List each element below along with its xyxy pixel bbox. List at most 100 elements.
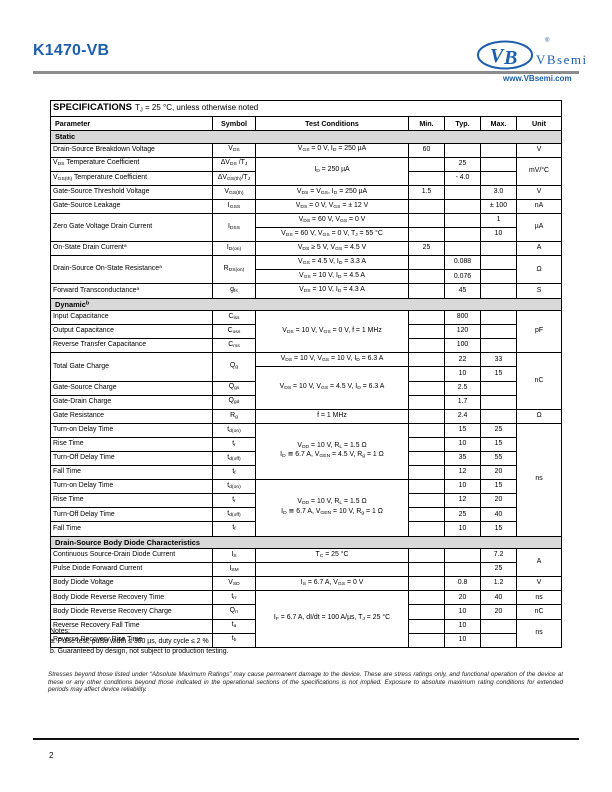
max-cell: 10: [480, 227, 517, 243]
param-cell: Gate-Source Charge: [50, 380, 213, 396]
table-title-row: SPECIFICATIONS TJ = 25 °C, unless otherwi…: [49, 100, 563, 117]
table-row: Body Diode Reverse Recovery Time trr IF …: [50, 590, 563, 648]
typ-cell: 2.5: [444, 380, 481, 396]
param-cell: Pulse Diode Forward Current: [50, 562, 213, 578]
symbol-cell: Qgs: [212, 380, 256, 396]
unit-cell: A: [515, 241, 563, 257]
brand-name: VBsemi: [536, 52, 588, 67]
typ-cell: 0.076: [444, 269, 481, 285]
table-row: Pulse Diode Forward Current ISM 25: [50, 562, 562, 578]
svg-text:V: V: [490, 45, 505, 67]
table-row: Drain-Source On-State Resistancea RDS(on…: [50, 255, 563, 285]
condition-cell: VGS = 10 V, ID = 4.5 A: [255, 269, 409, 285]
param-cell: VGS(th) Temperature Coefficient: [50, 170, 213, 186]
max-cell: 20: [480, 493, 517, 509]
max-cell: 40: [480, 507, 517, 523]
typ-cell: 10: [444, 479, 481, 495]
min-cell: [408, 618, 445, 634]
unit-cell: pF: [515, 310, 563, 354]
param-cell: Continuous Source-Drain Diode Current: [50, 548, 213, 564]
min-cell: [408, 170, 445, 186]
table-row: Total Gate Charge Qg VDS = 10 V, VGS = 1…: [50, 352, 563, 410]
vbsemi-logo-icon: V B: [477, 40, 533, 70]
min-cell: [408, 269, 445, 285]
unit-cell: nC: [515, 352, 563, 410]
table-row: Fall Time tf 10 15: [50, 521, 562, 537]
max-cell: 15: [480, 521, 517, 537]
min-cell: [408, 507, 445, 523]
max-cell: 7.2: [480, 548, 517, 564]
max-cell: [480, 324, 517, 340]
table-row: Output Capacitance Coss 120: [50, 324, 562, 340]
typ-cell: 25: [444, 507, 481, 523]
col-symbol: Symbol: [212, 116, 256, 131]
condition-cell: IF = 6.7 A, dI/dt = 100 A/µs, TJ = 25 °C: [255, 590, 409, 648]
section-title: Drain-Source Body Diode Characteristics: [49, 535, 563, 550]
max-cell: [480, 156, 517, 172]
typ-cell: [444, 548, 481, 564]
min-cell: [408, 632, 445, 648]
typ-cell: 1.7: [444, 394, 481, 410]
table-row: On-State Drain Currenta ID(on) VDS ≥ 5 V…: [50, 241, 563, 257]
typ-cell: 10: [444, 436, 481, 452]
symbol-cell: Ciss: [212, 310, 256, 326]
unit-cell: nA: [515, 198, 563, 214]
max-cell: 55: [480, 450, 517, 467]
condition-cell: VDS = 0 V, VGS = ± 12 V: [255, 198, 409, 214]
typ-cell: 45: [444, 283, 481, 299]
section-title: Static: [49, 130, 563, 144]
typ-cell: 12: [444, 493, 481, 509]
max-cell: 40: [480, 590, 517, 606]
symbol-cell: VGS(th): [212, 184, 256, 200]
table-row: Turn-on Delay Time td(on) VDD = 10 V, RL…: [50, 422, 563, 537]
typ-cell: [444, 227, 481, 243]
max-cell: 33: [480, 352, 517, 368]
param-cell: Fall Time: [50, 521, 213, 537]
max-cell: [480, 632, 517, 648]
section-title: Dynamicb: [49, 297, 563, 312]
param-cell: Rise Time: [50, 493, 213, 509]
unit-cell: ns: [515, 422, 563, 537]
max-cell: [480, 310, 517, 326]
param-cell: Input Capacitance: [50, 310, 213, 326]
max-cell: [480, 283, 517, 299]
table-row: Reverse Recovery Fall Time ta 10 ns: [50, 618, 563, 648]
max-cell: [480, 255, 517, 271]
typ-cell: [444, 198, 481, 214]
max-cell: [480, 618, 517, 634]
min-cell: [408, 310, 445, 326]
page-number: 2: [49, 751, 54, 760]
typ-cell: [444, 142, 481, 158]
table-row: VDS Temperature Coefficient ΔVDS /TJ ID …: [50, 156, 563, 186]
column-header-row: Parameter Symbol Test Conditions Min. Ty…: [50, 116, 563, 131]
min-cell: 25: [408, 241, 445, 257]
min-cell: [408, 255, 445, 271]
param-cell: Turn-Off Delay Time: [50, 450, 213, 467]
max-cell: [480, 394, 517, 410]
param-cell: Body Diode Reverse Recovery Charge: [50, 604, 213, 620]
param-cell: Fall Time: [50, 465, 213, 481]
param-cell: Reverse Recovery Fall Time: [50, 618, 213, 634]
typ-cell: 12: [444, 465, 481, 481]
min-cell: [408, 212, 445, 229]
symbol-cell: Qgd: [212, 394, 256, 410]
param-cell: Turn-on Delay Time: [50, 479, 213, 495]
table-row: Gate-Source Leakage IGSS VDS = 0 V, VGS …: [50, 198, 563, 214]
max-cell: 15: [480, 366, 517, 382]
max-cell: [480, 241, 517, 257]
symbol-cell: td(on): [212, 479, 256, 495]
typ-cell: 2.4: [444, 408, 481, 424]
param-cell: VDS Temperature Coefficient: [50, 156, 213, 172]
max-cell: [480, 170, 517, 186]
symbol-cell: gfs: [212, 283, 256, 299]
note-a: a. Pulse test; pulse width ≤ 300 µs, dut…: [50, 638, 209, 645]
symbol-cell: VDS: [212, 142, 256, 158]
symbol-cell: td(off): [212, 450, 256, 467]
website-link[interactable]: www.VBsemi.com: [503, 74, 572, 83]
typ-cell: [444, 562, 481, 578]
max-cell: 15: [480, 436, 517, 452]
condition-cell: TC = 25 °C: [255, 548, 409, 564]
typ-cell: 10: [444, 618, 481, 634]
min-cell: [408, 198, 445, 214]
registered-mark: ®: [545, 38, 550, 44]
